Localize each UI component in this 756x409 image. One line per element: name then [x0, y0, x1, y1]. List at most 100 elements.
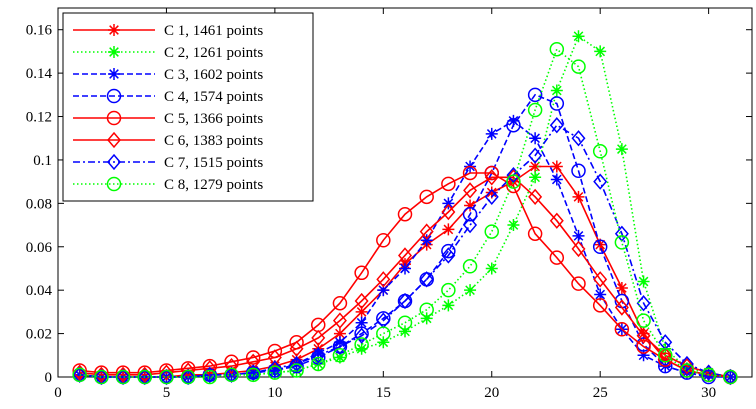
- star-marker: [529, 171, 542, 184]
- series-5: [72, 165, 738, 385]
- diamond-marker: [441, 203, 456, 221]
- legend-item: C 1, 1461 points: [73, 23, 263, 39]
- star-marker: [442, 299, 455, 312]
- circle-marker: [701, 367, 716, 383]
- circle-marker: [376, 311, 391, 326]
- diamond-marker: [593, 173, 608, 190]
- diamond-marker: [484, 188, 499, 205]
- series-5-line: [79, 172, 731, 378]
- circle-marker: [137, 365, 152, 380]
- star-marker: [637, 349, 650, 362]
- circle-marker: [614, 321, 630, 337]
- legend-label: C 3, 1602 points: [164, 67, 263, 83]
- diamond-marker: [376, 271, 391, 288]
- diamond-marker: [528, 147, 543, 164]
- series-8-line: [79, 47, 731, 378]
- diamond-marker: [107, 153, 121, 171]
- circle-marker: [106, 88, 122, 104]
- circle-marker: [549, 96, 565, 111]
- legend-label: C 2, 1261 points: [164, 45, 263, 61]
- legend-item: C 5, 1366 points: [73, 110, 263, 127]
- diamond-marker: [679, 355, 694, 373]
- circle-marker: [159, 369, 174, 385]
- star-marker: [355, 316, 368, 329]
- circle-marker: [592, 298, 608, 313]
- y-tick-label: 0.16: [26, 23, 53, 39]
- circle-marker: [462, 206, 478, 222]
- circle-marker: [106, 110, 122, 126]
- legend-label: C 5, 1366 points: [164, 111, 263, 127]
- legend-label: C 4, 1574 points: [164, 89, 263, 105]
- axes: 0 5 10 15 20 25 30 0 0.02 0.04 0.06 0.08 0.1 0.12 0.14…: [26, 7, 753, 401]
- star-marker: [420, 312, 433, 325]
- diamond-marker: [107, 131, 121, 149]
- circle-marker: [267, 365, 283, 380]
- star-marker: [355, 342, 368, 355]
- star-marker: [507, 219, 520, 232]
- legend-item: C 7, 1515 points: [73, 153, 263, 171]
- circle-marker: [462, 259, 478, 274]
- diamond-marker: [506, 169, 521, 186]
- y-tick-label: 0.08: [26, 196, 52, 212]
- y-tick-label: 0.14: [26, 66, 53, 82]
- circle-marker: [354, 337, 369, 352]
- diamond-marker: [419, 223, 434, 240]
- circle-marker: [614, 235, 630, 250]
- diamond-marker: [289, 340, 304, 357]
- legend-item: C 4, 1574 points: [73, 88, 263, 105]
- circle-marker: [311, 350, 326, 365]
- diamond-marker: [484, 169, 499, 186]
- circle-marker: [106, 176, 122, 192]
- circle-marker: [441, 176, 456, 192]
- star-marker: [572, 190, 585, 203]
- diamond-marker: [571, 240, 586, 258]
- star-marker: [550, 173, 563, 186]
- diamond-marker: [398, 292, 412, 310]
- x-tick-label: 10: [267, 385, 282, 401]
- star-marker: [464, 284, 477, 297]
- y-tick-label: 0.06: [26, 240, 53, 256]
- diamond-marker: [267, 349, 282, 366]
- diamond-marker: [332, 338, 347, 355]
- circle-marker: [636, 339, 651, 354]
- star-marker: [108, 68, 120, 80]
- legend-item: C 8, 1279 points: [73, 176, 263, 193]
- diamond-marker: [549, 212, 564, 229]
- legend-item: C 2, 1261 points: [73, 45, 263, 61]
- circle-marker: [115, 369, 131, 385]
- diamond-marker: [267, 360, 282, 377]
- diamond-marker: [463, 216, 478, 234]
- legend-label: C 1, 1461 points: [164, 23, 263, 39]
- circle-marker: [397, 315, 413, 330]
- circle-marker: [94, 365, 109, 380]
- circle-marker: [571, 59, 586, 74]
- circle-marker: [72, 367, 87, 383]
- y-tick-label: 0.12: [26, 110, 52, 126]
- circle-marker: [376, 326, 391, 341]
- circle-marker: [549, 250, 565, 265]
- circle-marker: [311, 356, 326, 372]
- diamond-marker: [571, 130, 586, 147]
- circle-marker: [202, 369, 218, 385]
- circle-marker: [289, 358, 304, 374]
- circle-marker: [441, 243, 456, 259]
- circle-marker: [527, 226, 543, 241]
- legend-label: C 7, 1515 points: [164, 155, 263, 171]
- diamond-marker: [224, 357, 239, 375]
- x-tick-label: 20: [484, 385, 499, 401]
- legend-box: [62, 12, 314, 202]
- star-marker: [333, 327, 346, 340]
- x-tick-label: 5: [163, 385, 171, 401]
- star-marker: [550, 160, 563, 173]
- legend-label: C 6, 1383 points: [164, 133, 263, 149]
- star-marker: [442, 197, 455, 210]
- star-marker: [637, 327, 650, 340]
- circle-marker: [245, 367, 261, 383]
- plot-frame: [57, 7, 753, 378]
- star-marker: [108, 24, 120, 36]
- circle-marker: [592, 144, 608, 159]
- x-tick-label: 30: [701, 385, 716, 401]
- y-tick-label: 0: [45, 370, 53, 386]
- star-marker: [333, 336, 346, 349]
